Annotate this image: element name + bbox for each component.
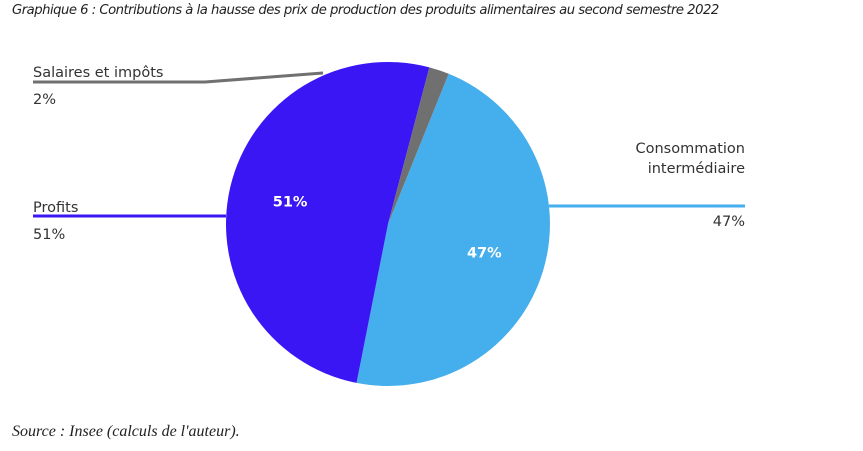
slice-label-profits: Profits [33,200,78,216]
slice-value-salaires-et-impots: 2% [33,92,56,108]
pie-slice-salaires-et-impots [388,67,449,225]
slice-value-consommation-intermediaire: 47% [713,214,745,230]
pie-slice-consommation-intermediaire [356,73,550,386]
chart-title: Graphique 6 : Contributions à la hausse … [12,3,719,18]
slice-inner-label-consommation-intermediaire: 47% [467,246,502,262]
leader-line-salaires-et-impots [33,71,324,84]
slice-inner-label-profits: 51% [273,194,308,210]
source-note: Source : Insee (calculs de l'auteur). [12,423,240,440]
slice-label-consommation-intermediaire-line-2: intermédiaire [648,161,745,177]
slice-label-salaires-et-impots: Salaires et impôts [33,65,163,81]
slice-label-consommation-intermediaire-line-1: Consommation [635,141,745,157]
slice-value-profits: 51% [33,227,65,243]
pie-slice-profits [226,61,430,383]
